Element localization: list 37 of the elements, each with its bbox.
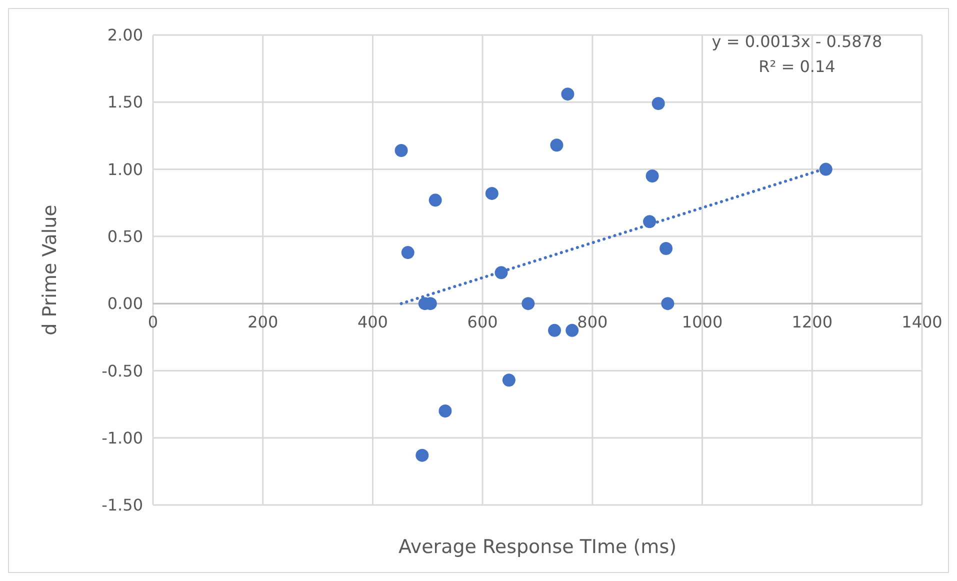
point [394, 144, 408, 157]
point [561, 88, 574, 101]
point [660, 242, 673, 256]
y-tick-label: -0.50 [102, 361, 143, 380]
point [522, 297, 535, 310]
point [401, 246, 414, 260]
point [819, 162, 832, 176]
y-tick-label: -1.50 [102, 496, 143, 515]
point [566, 324, 579, 337]
y-tick-label: 2.00 [107, 26, 143, 45]
y-tick-label: 0.00 [107, 294, 143, 314]
x-tick-label: 1200 [792, 312, 832, 332]
y-tick-label: -1.00 [102, 428, 143, 448]
annotation: y = 0.0013x - 0.5878 [712, 32, 882, 51]
point [438, 404, 452, 418]
point [548, 324, 562, 337]
annotation: R² = 0.14 [758, 57, 836, 76]
point [502, 374, 516, 387]
point [661, 297, 674, 310]
x-tick-label: 800 [577, 312, 608, 332]
x-tick-label: 400 [357, 312, 388, 332]
point [646, 170, 659, 182]
point [428, 194, 442, 207]
x-tick-label: 600 [467, 312, 498, 332]
y-axis-title: d Prime Value [39, 204, 61, 336]
point [416, 448, 429, 462]
point [550, 138, 564, 152]
point [485, 186, 498, 200]
y-tick-label: 1.00 [107, 160, 143, 179]
x-tick-label: 0 [148, 312, 158, 332]
x-axis-title: Average Response TIme (ms) [398, 536, 677, 558]
x-tick-label: 1400 [902, 312, 942, 332]
y-tick-label: 1.50 [107, 92, 143, 112]
y-tick-label: 0.50 [107, 227, 143, 246]
x-tick-label: 200 [248, 312, 278, 332]
x-tick-label: 1000 [682, 312, 723, 332]
point [652, 96, 665, 110]
